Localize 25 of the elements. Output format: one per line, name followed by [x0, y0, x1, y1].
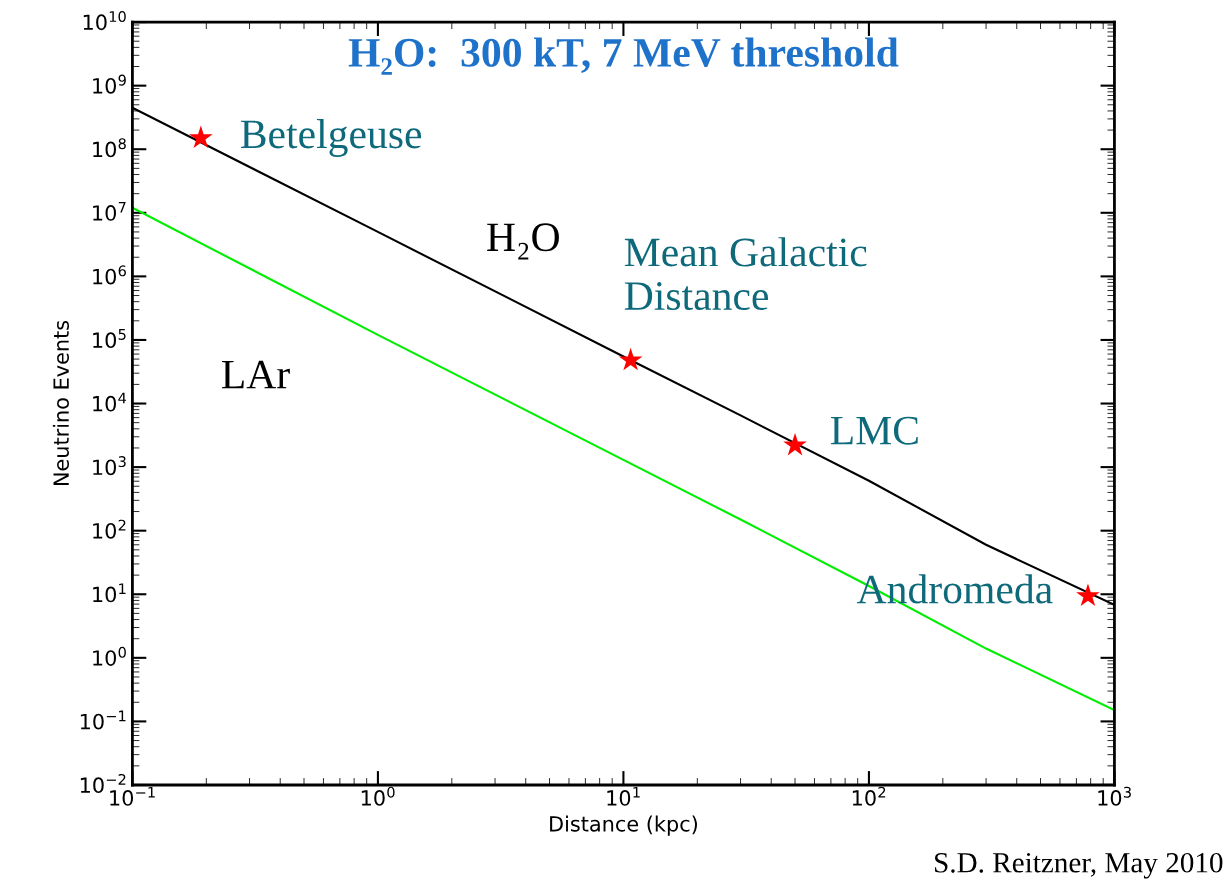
y-tick-label: 10$^{9}$ — [93, 74, 126, 94]
y-tick-label: 10$^{2}$ — [93, 519, 126, 539]
y-tick-label: 10$^{1}$ — [93, 583, 126, 603]
x-axis-title: Distance (kpc) — [550, 815, 697, 836]
series-label: H₂O — [487, 223, 559, 260]
y-tick-label: 10$^{4}$ — [93, 392, 127, 412]
annotation: Betelgeuse — [240, 119, 422, 157]
y-tick-label: 10$^{10}$ — [83, 11, 126, 31]
annotation: Mean Galactic Distance — [624, 237, 867, 311]
y-tick-label: 10$^{5}$ — [93, 329, 126, 349]
y-tick-label: 10$^{3}$ — [93, 456, 126, 476]
x-tick-label: 10$^{0}$ — [361, 786, 395, 806]
chart-title: H₂O: 300 kT, 7 MeV threshold — [348, 37, 899, 75]
y-tick-label: 10$^{8}$ — [93, 138, 126, 158]
y-tick-label: 10$^{6}$ — [93, 265, 126, 285]
x-tick-label: 10$^{3}$ — [1098, 786, 1131, 806]
annotation: LMC — [830, 416, 918, 445]
y-tick-label: 10$^{0}$ — [93, 646, 126, 666]
y-axis-title: Neutrino Events — [52, 320, 69, 486]
text: S.D. Reitzner, May 2010 — [935, 852, 1223, 879]
y-tick-label: 10$^{−1}$ — [80, 710, 126, 730]
series-label: LAr — [221, 360, 290, 389]
x-tick-label: 10$^{2}$ — [852, 786, 886, 806]
y-tick-label: 10$^{7}$ — [93, 201, 126, 221]
x-tick-label: 10$^{1}$ — [607, 786, 640, 806]
